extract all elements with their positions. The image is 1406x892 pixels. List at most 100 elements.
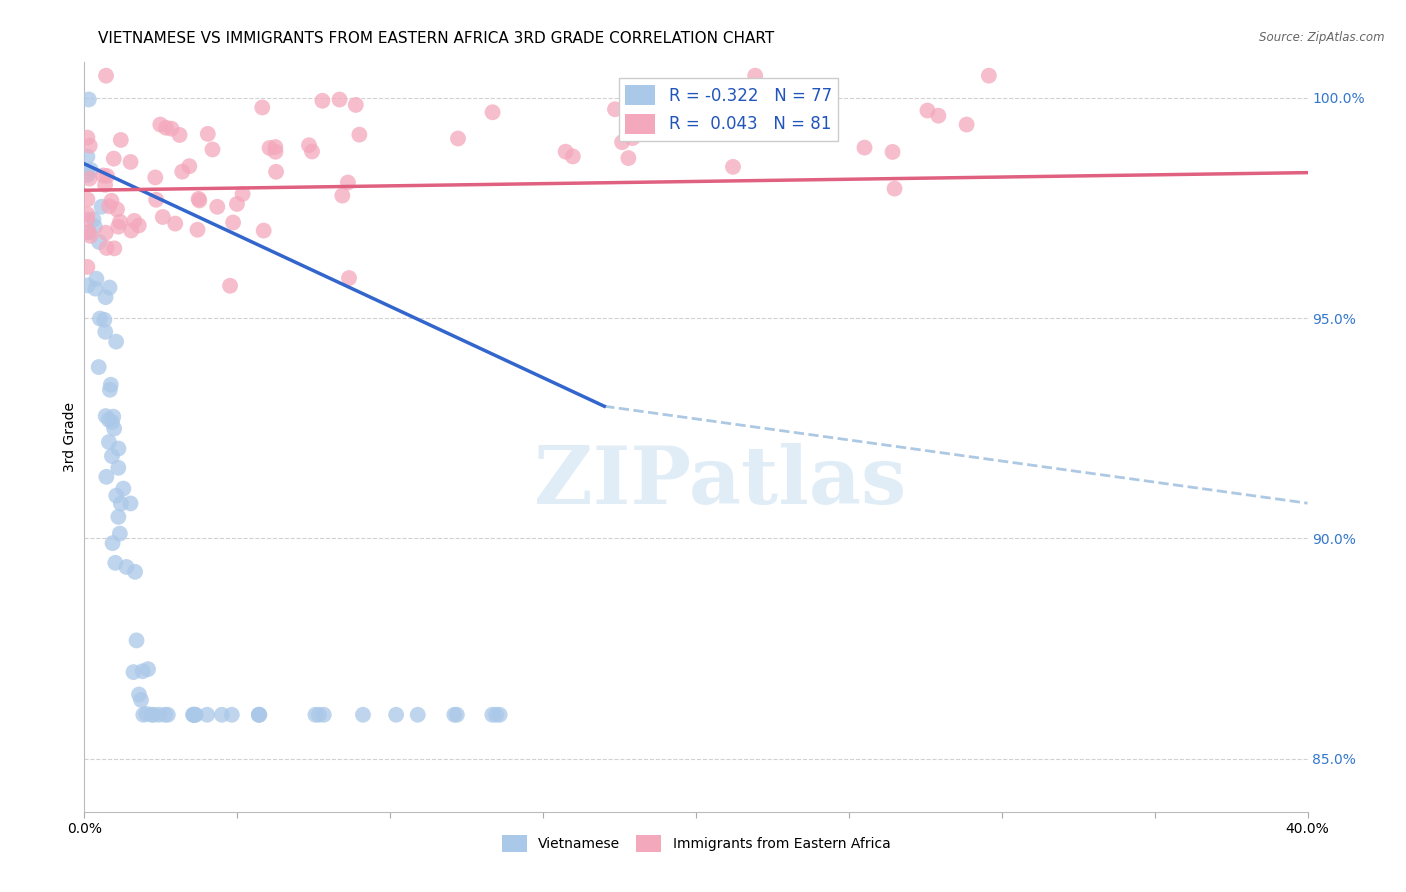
- Point: [183, 707, 205, 722]
- Point: [219, 278, 242, 293]
- Point: [77, 92, 100, 106]
- Point: [141, 707, 163, 722]
- Point: [188, 194, 211, 208]
- Point: [977, 69, 1000, 83]
- Point: [98, 383, 121, 397]
- Point: [120, 496, 142, 510]
- Point: [561, 149, 583, 163]
- Point: [211, 707, 233, 722]
- Point: [103, 421, 125, 435]
- Point: [76, 167, 98, 181]
- Point: [76, 130, 98, 145]
- Point: [107, 509, 129, 524]
- Point: [207, 200, 229, 214]
- Point: [80, 163, 103, 178]
- Point: [135, 706, 157, 721]
- Point: [610, 135, 633, 149]
- Text: VIETNAMESE VS IMMIGRANTS FROM EASTERN AFRICA 3RD GRADE CORRELATION CHART: VIETNAMESE VS IMMIGRANTS FROM EASTERN AF…: [98, 31, 775, 46]
- Point: [330, 188, 353, 202]
- Point: [186, 223, 208, 237]
- Point: [883, 181, 905, 195]
- Point: [103, 152, 125, 166]
- Point: [84, 282, 107, 296]
- Point: [76, 168, 98, 182]
- Point: [603, 102, 626, 116]
- Point: [344, 98, 367, 112]
- Point: [179, 159, 201, 173]
- Point: [82, 212, 104, 227]
- Point: [89, 235, 111, 249]
- Point: [221, 707, 243, 722]
- Point: [744, 69, 766, 83]
- Point: [100, 377, 122, 392]
- Point: [259, 141, 281, 155]
- Point: [83, 219, 105, 234]
- Point: [124, 214, 146, 228]
- Point: [155, 120, 177, 135]
- Point: [201, 143, 224, 157]
- Point: [264, 140, 287, 154]
- Point: [337, 271, 360, 285]
- Point: [917, 103, 939, 118]
- Point: [94, 290, 117, 304]
- Point: [108, 215, 131, 229]
- Point: [120, 223, 142, 237]
- Point: [222, 215, 245, 229]
- Point: [160, 121, 183, 136]
- Point: [101, 415, 124, 429]
- Point: [77, 226, 100, 240]
- Point: [298, 138, 321, 153]
- Point: [76, 207, 98, 221]
- Point: [301, 145, 323, 159]
- Point: [110, 497, 132, 511]
- Point: [165, 217, 187, 231]
- Point: [183, 707, 205, 722]
- Point: [554, 145, 576, 159]
- Point: [136, 662, 159, 676]
- Point: [120, 155, 142, 169]
- Point: [385, 707, 408, 722]
- Point: [336, 176, 359, 190]
- Point: [153, 707, 176, 722]
- Point: [143, 170, 166, 185]
- Point: [96, 241, 118, 255]
- Point: [76, 149, 98, 163]
- Point: [172, 164, 194, 178]
- Point: [443, 707, 465, 722]
- Point: [79, 171, 101, 186]
- Point: [101, 449, 124, 463]
- Text: Source: ZipAtlas.com: Source: ZipAtlas.com: [1260, 31, 1385, 45]
- Point: [252, 100, 274, 114]
- Point: [94, 69, 117, 83]
- Point: [108, 526, 131, 541]
- Point: [128, 219, 150, 233]
- Y-axis label: 3rd Grade: 3rd Grade: [63, 402, 77, 472]
- Point: [103, 241, 125, 255]
- Point: [93, 313, 115, 327]
- Point: [169, 128, 191, 142]
- Point: [446, 707, 468, 722]
- Point: [129, 693, 152, 707]
- Point: [226, 197, 249, 211]
- Point: [98, 280, 121, 294]
- Point: [90, 200, 112, 214]
- Point: [79, 228, 101, 243]
- Point: [181, 707, 204, 722]
- Point: [125, 633, 148, 648]
- Point: [115, 560, 138, 574]
- Point: [853, 140, 876, 154]
- Point: [142, 707, 165, 722]
- Point: [94, 409, 117, 423]
- Point: [128, 688, 150, 702]
- Text: ZIPatlas: ZIPatlas: [534, 443, 907, 521]
- Point: [96, 470, 118, 484]
- Point: [311, 94, 333, 108]
- Point: [488, 707, 510, 722]
- Point: [76, 212, 98, 227]
- Point: [96, 169, 118, 183]
- Point: [148, 707, 170, 722]
- Point: [97, 413, 120, 427]
- Point: [91, 169, 114, 183]
- Point: [183, 707, 205, 722]
- Point: [621, 131, 644, 145]
